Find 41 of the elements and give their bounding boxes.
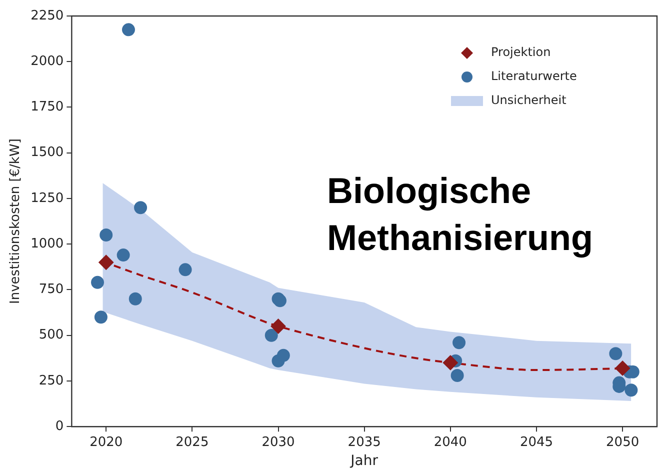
x-tick-label: 2040 bbox=[434, 434, 467, 450]
x-tick-label: 2025 bbox=[176, 434, 209, 450]
y-tick-label: 750 bbox=[38, 282, 64, 298]
point bbox=[450, 369, 464, 382]
point bbox=[442, 355, 458, 370]
point bbox=[94, 310, 108, 324]
y-tick-label: 0 bbox=[55, 418, 64, 434]
point bbox=[100, 228, 113, 242]
y-tick-label: 1250 bbox=[30, 190, 64, 206]
x-axis-title: Jahr bbox=[350, 453, 378, 470]
legend-label: Literaturwerte bbox=[491, 69, 577, 84]
legend-label: Unsicherheit bbox=[491, 93, 567, 108]
y-tick-label: 1000 bbox=[30, 236, 64, 252]
y-tick-label: 250 bbox=[38, 373, 64, 388]
point bbox=[452, 336, 466, 350]
y-axis-title: Investitionskosten [€/kW] bbox=[8, 138, 24, 304]
point bbox=[122, 23, 135, 36]
y-tick-label: 2250 bbox=[30, 8, 64, 24]
y-tick-label: 1750 bbox=[30, 100, 64, 115]
point bbox=[178, 263, 192, 276]
y-tick-label: 2000 bbox=[30, 54, 64, 69]
point bbox=[615, 360, 630, 376]
point bbox=[134, 201, 148, 214]
x-tick-label: 2045 bbox=[520, 434, 554, 450]
point bbox=[624, 384, 638, 397]
point bbox=[116, 248, 130, 262]
x-tick-label: 2030 bbox=[262, 434, 295, 450]
point bbox=[91, 276, 104, 289]
x-tick-label: 2035 bbox=[348, 434, 381, 450]
point bbox=[609, 347, 622, 360]
point bbox=[264, 328, 278, 342]
x-tick-label: 2050 bbox=[606, 434, 640, 450]
point bbox=[98, 254, 114, 270]
y-tick-label: 500 bbox=[38, 328, 64, 343]
y-tick-label: 1500 bbox=[30, 145, 64, 160]
legend-label: Projektion bbox=[491, 45, 551, 60]
point bbox=[128, 292, 142, 306]
point bbox=[270, 318, 286, 334]
annotation: Biologische Methanisierung bbox=[327, 170, 594, 258]
x-tick-label: 2020 bbox=[90, 434, 123, 450]
point bbox=[276, 348, 290, 362]
